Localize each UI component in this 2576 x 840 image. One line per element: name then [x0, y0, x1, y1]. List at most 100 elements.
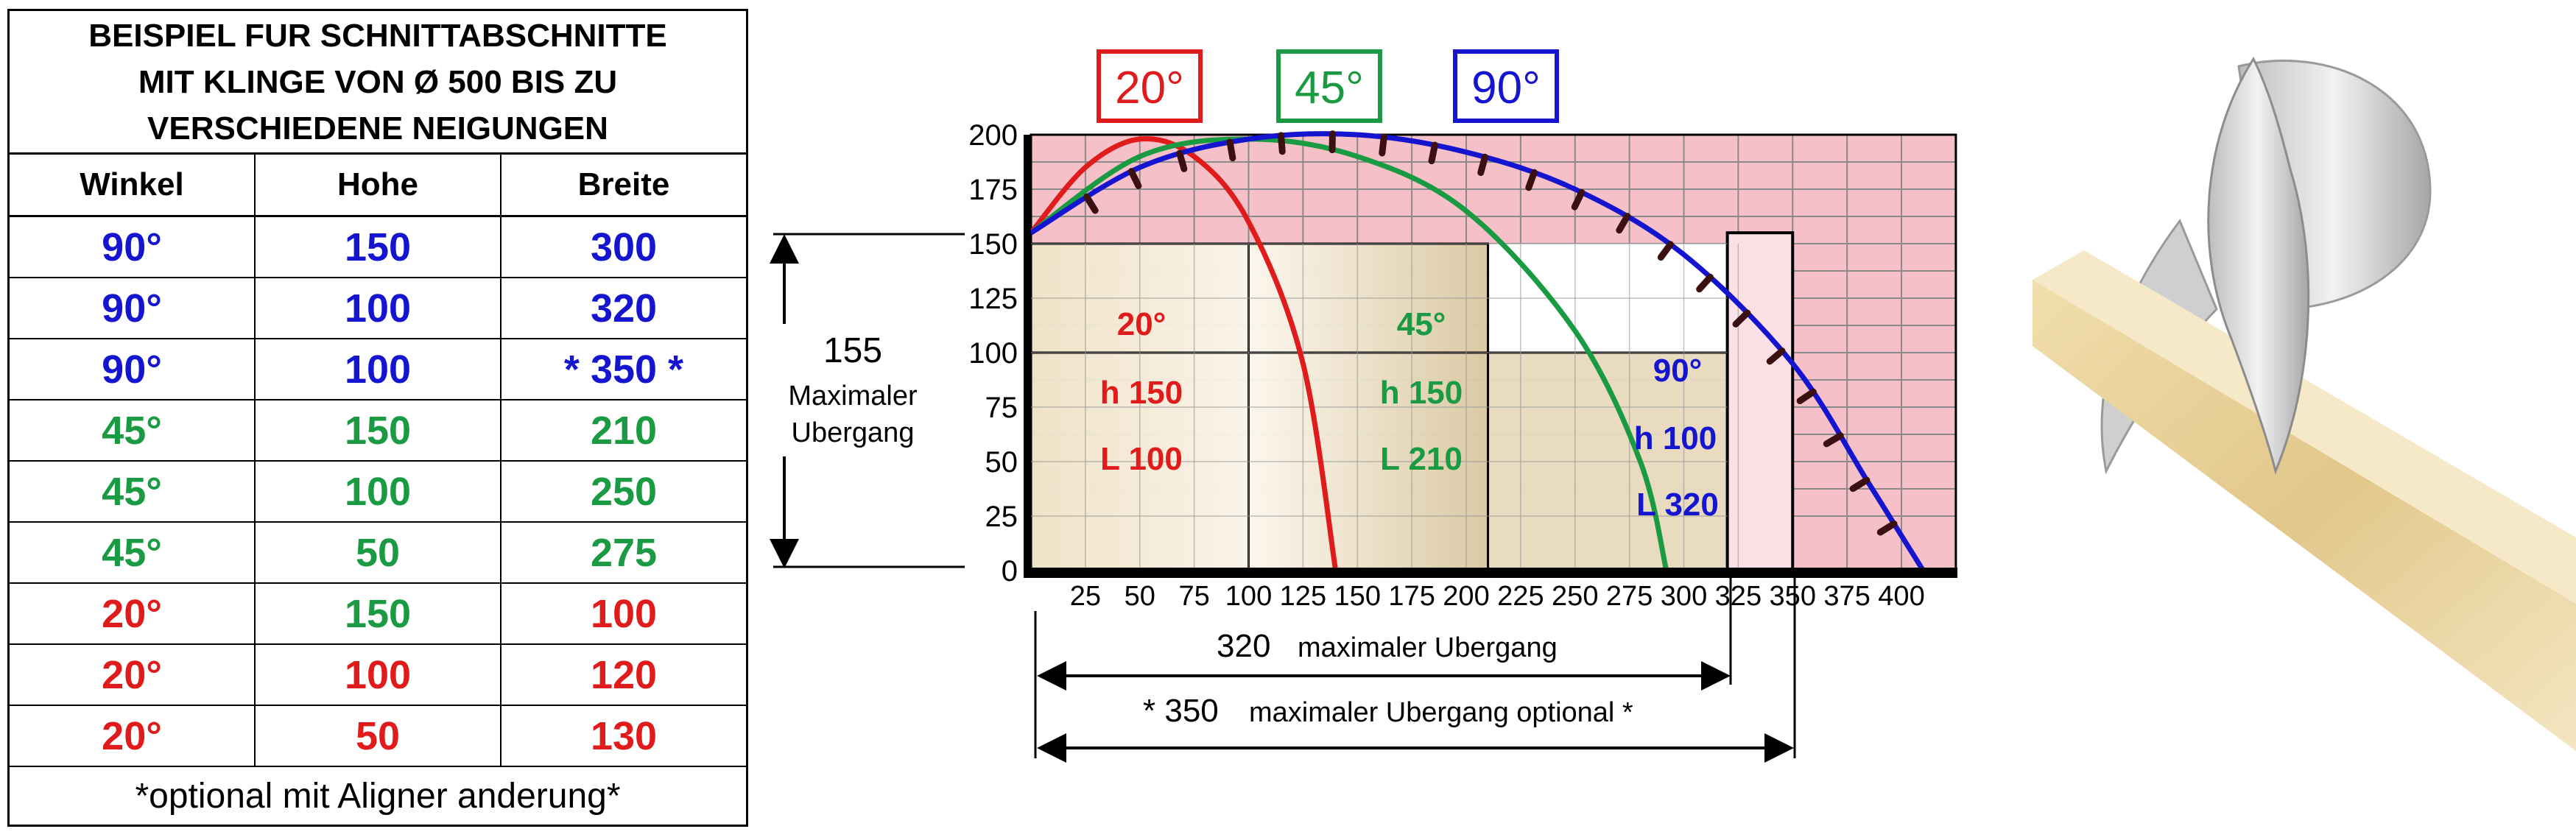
y-axis-bar [1024, 135, 1031, 576]
table-row: 45° 50 275 [10, 523, 746, 584]
cell-hohe: 150 [256, 584, 502, 643]
cell-breite: 300 [590, 225, 658, 269]
blade-tooth [1428, 141, 1438, 165]
x-tick-label: 375 [1823, 581, 1870, 612]
blade-curves [1029, 131, 1926, 572]
x-axis-bar [1024, 568, 1957, 578]
cell-hohe: 100 [256, 278, 502, 338]
cell-winkel: 45° [10, 400, 256, 460]
blade-tooth [1796, 388, 1817, 405]
x-tick-label: 175 [1388, 581, 1435, 612]
curve-45 [1029, 136, 1669, 571]
x-tick-label: 275 [1606, 581, 1653, 612]
x-tick-label: 75 [1178, 581, 1209, 612]
wood-board-top [2033, 250, 2576, 604]
dim-320-value: 320 [1217, 628, 1270, 664]
table-row: 45° 150 210 [10, 400, 746, 462]
blade-tooth [1616, 213, 1631, 234]
dim-320-text: maximaler Ubergang [1298, 632, 1558, 663]
blade-tooth [1278, 132, 1286, 155]
blade-tooth [1379, 133, 1387, 157]
cell-hohe: 100 [256, 339, 502, 399]
dim-350-text: maximaler Ubergang optional * [1249, 697, 1633, 728]
cell-breite: 210 [590, 408, 658, 453]
block-45-length: L 210 [1380, 441, 1463, 477]
table-row: 20° 150 100 [10, 584, 746, 645]
cell-breite: 250 [590, 469, 658, 514]
blade-tooth [1176, 149, 1188, 172]
left-dim-value: 155 [823, 331, 882, 370]
x-tick-label: 250 [1552, 581, 1598, 612]
blade-tooth [1823, 432, 1844, 448]
block-90-length: L 320 [1636, 487, 1719, 523]
cutting-table: BEISPIEL FUR SCHNITTABSCHNITTE MIT KLING… [7, 9, 748, 827]
dim-350-value: * 350 [1143, 693, 1219, 729]
block-20-height: h 150 [1100, 375, 1183, 411]
table-row: 90° 100 * 350 * [10, 339, 746, 400]
x-tick-labels: 25 50 75 100 125 150 175 200 225 250 275 300 325 350 3… [1070, 581, 1925, 612]
block-90-height: h 100 [1634, 420, 1717, 456]
cell-winkel: 20° [10, 645, 256, 705]
block-45-height: h 150 [1380, 375, 1463, 411]
legend-20-box [1097, 49, 1203, 123]
cell-hohe: 100 [256, 645, 502, 705]
y-tick-label: 200 [968, 119, 1018, 152]
blade-tooth [1525, 169, 1538, 191]
y-tick-label: 125 [968, 283, 1018, 315]
y-tick-label: 175 [968, 174, 1018, 206]
x-tick-label: 325 [1715, 581, 1762, 612]
table-title-line: VERSCHIEDENE NEIGUNGEN [147, 110, 608, 147]
legend-45-box [1276, 49, 1382, 123]
y-tick-label: 75 [985, 392, 1018, 424]
saw-blade-illustration [2033, 56, 2576, 751]
header-breite: Breite [577, 166, 670, 202]
x-tick-label: 50 [1125, 581, 1155, 612]
cell-winkel: 45° [10, 523, 256, 582]
blade-tooth [1571, 188, 1586, 211]
y-tick-label: 100 [968, 337, 1018, 370]
x-tick-label: 350 [1770, 581, 1816, 612]
left-dim-label-bg [766, 324, 891, 456]
blade-tooth [1849, 476, 1871, 493]
cell-winkel: 90° [10, 278, 256, 338]
cell-winkel: 20° [10, 706, 256, 766]
x-tick-label: 300 [1661, 581, 1707, 612]
table-row: 45° 100 250 [10, 462, 746, 523]
table-footnote: *optional mit Aligner anderung* [135, 776, 621, 816]
x-tick-label: 225 [1497, 581, 1544, 612]
cell-hohe: 150 [256, 400, 502, 460]
curve-20 [1029, 135, 1339, 571]
blade-tooth [1657, 241, 1674, 261]
left-dim-line2: Ubergang [792, 417, 915, 448]
y-tick-label: 25 [985, 501, 1018, 533]
block-350-optional [1725, 231, 1795, 572]
x-tick-label: 200 [1443, 581, 1489, 612]
curve-90 [1030, 131, 1926, 572]
header-winkel: Winkel [10, 155, 256, 215]
wood-board [2033, 280, 2576, 751]
x-tick-label: 100 [1225, 581, 1272, 612]
table-title-line: MIT KLINGE VON Ø 500 BIS ZU [138, 64, 618, 100]
table-row: 20° 100 120 [10, 645, 746, 706]
cell-winkel: 90° [10, 339, 256, 399]
x-tick-label: 400 [1878, 581, 1924, 612]
table-title-line: BEISPIEL FUR SCHNITTABSCHNITTE [88, 18, 667, 54]
cell-hohe: 50 [256, 523, 502, 582]
legend-20-label: 20° [1115, 63, 1184, 113]
cell-winkel: 90° [10, 217, 256, 277]
y-tick-label: 150 [968, 228, 1018, 261]
cell-winkel: 20° [10, 584, 256, 643]
legend-45-label: 45° [1295, 63, 1364, 113]
x-tick-label: 25 [1070, 581, 1101, 612]
cell-breite: 130 [590, 713, 658, 758]
y-tick-labels: 0 25 50 75 100 125 150 175 200 [968, 119, 1018, 587]
table-header-row: Winkel Hohe Breite [10, 155, 746, 217]
x-tick-label: 125 [1280, 581, 1326, 612]
table-row: 90° 150 300 [10, 217, 746, 278]
x-tick-label: 150 [1334, 581, 1381, 612]
left-dim-line1: Maximaler [788, 381, 918, 412]
legend-90-box [1453, 49, 1559, 123]
cell-breite: * 350 * [563, 347, 684, 392]
cell-breite: 100 [590, 591, 658, 636]
table-title: BEISPIEL FUR SCHNITTABSCHNITTE MIT KLING… [10, 11, 746, 155]
